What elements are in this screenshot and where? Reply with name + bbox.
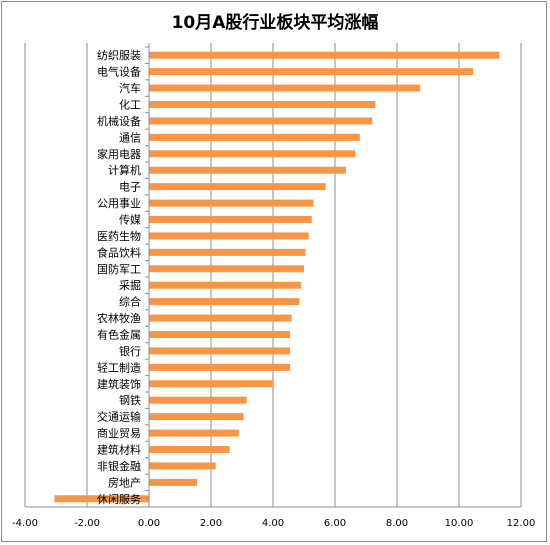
category-label: 公用事业 [97,197,141,210]
x-tick-label: 6.00 [324,518,346,529]
bar [149,166,346,174]
bar [149,314,292,322]
category-label: 汽车 [119,81,141,95]
x-tick-label: 10.00 [445,518,474,529]
x-tick-label: -4.00 [12,518,38,529]
category-label: 农林牧渔 [97,311,141,325]
bar [149,183,326,191]
category-label: 电气设备 [97,65,141,79]
category-label: 房地产 [108,475,141,489]
category-label: 传媒 [119,214,141,227]
category-label: 电子 [119,181,141,194]
x-tick-label: 8.00 [386,518,408,529]
category-label: 机械设备 [97,114,141,128]
category-label: 有色金属 [97,328,141,342]
bar [149,413,244,421]
category-label: 采掘 [119,278,141,292]
category-label: 食品饮料 [97,245,141,259]
bar [149,363,291,371]
category-label: 钢铁 [119,394,141,407]
bar [149,101,376,108]
bar [149,298,300,306]
category-label: 纺织服装 [97,48,141,62]
x-tick-label: 12.00 [507,518,536,529]
category-label: 家用电器 [97,147,141,161]
category-label: 建筑材料 [97,443,141,457]
bar [149,216,312,223]
category-label: 医药生物 [97,229,141,243]
bar [149,462,216,470]
bar [149,331,291,338]
category-label: 银行 [119,344,141,358]
x-tick-labels: -4.00 -2.00 0.00 2.00 4.00 6.00 8.00 10.00 12.00 [12,518,535,529]
category-label: 轻工制造 [97,360,141,374]
bar [149,265,304,273]
x-tick-label: 4.00 [262,518,284,529]
category-label: 综合 [119,295,141,309]
bars [54,46,500,503]
bar [149,248,306,256]
bar [149,429,239,437]
chart-title: 10月A股行业板块平均涨幅 [171,13,379,33]
bar [149,380,273,388]
bar [149,446,230,453]
category-label: 非银金融 [97,459,141,473]
bar [149,51,500,59]
bar [149,281,301,289]
category-label: 计算机 [108,163,141,177]
bar [149,117,373,125]
category-label: 休闲服务 [97,492,141,506]
x-tick-label: -2.00 [74,518,100,529]
x-tick-label: 0.00 [138,518,160,529]
x-tick-label: 2.00 [200,518,222,529]
bar [149,84,421,92]
bar [149,478,198,486]
bar [149,68,473,76]
category-label: 交通运输 [97,410,141,424]
bar [149,133,360,141]
bar [149,199,314,207]
bar [149,150,356,158]
bar [149,396,247,404]
category-label: 化工 [119,98,141,112]
bar [149,347,291,355]
category-label: 国防军工 [97,262,141,276]
category-label: 通信 [119,131,141,144]
bar [54,495,150,503]
category-labels: 纺织服装电气设备汽车化工机械设备通信家用电器计算机电子公用事业传媒医药生物食品饮… [97,48,141,506]
category-label: 建筑装饰 [97,377,141,391]
bar [149,232,309,240]
category-label: 商业贸易 [97,426,141,440]
